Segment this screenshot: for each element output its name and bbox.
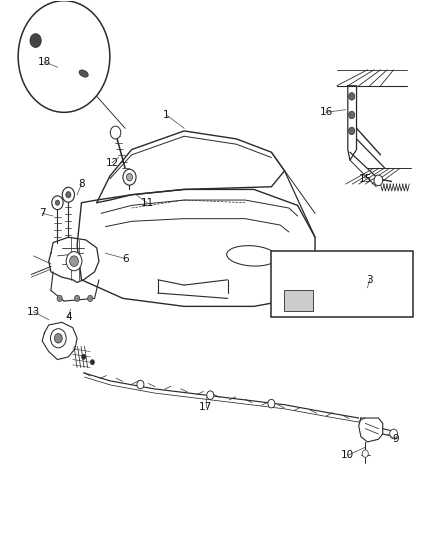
Text: 18: 18 [38, 57, 51, 67]
Circle shape [349, 93, 355, 100]
Circle shape [137, 380, 144, 389]
Circle shape [50, 329, 66, 348]
Text: 7: 7 [39, 208, 46, 219]
Text: 4: 4 [65, 312, 72, 322]
Circle shape [349, 127, 355, 135]
Circle shape [390, 429, 398, 439]
Text: 15: 15 [359, 174, 372, 184]
Ellipse shape [79, 70, 88, 77]
Circle shape [349, 111, 355, 119]
Circle shape [207, 391, 214, 399]
Circle shape [90, 360, 95, 365]
Text: 17: 17 [199, 402, 212, 413]
Circle shape [88, 295, 93, 302]
Circle shape [62, 187, 74, 202]
Circle shape [110, 126, 121, 139]
Circle shape [52, 196, 63, 209]
Circle shape [54, 334, 62, 343]
Circle shape [362, 450, 368, 457]
Circle shape [57, 295, 62, 302]
Text: 12: 12 [106, 158, 119, 168]
Circle shape [123, 169, 136, 185]
Text: 1: 1 [163, 110, 170, 120]
Text: 11: 11 [140, 198, 154, 208]
Circle shape [66, 252, 82, 271]
Text: 16: 16 [319, 107, 332, 117]
Text: 9: 9 [392, 434, 399, 445]
Circle shape [70, 256, 78, 266]
Bar [285, 290, 313, 311]
Circle shape [127, 173, 133, 181]
Circle shape [374, 175, 383, 185]
Text: 10: 10 [341, 450, 354, 460]
Circle shape [30, 34, 41, 47]
Text: 3: 3 [366, 275, 373, 285]
Circle shape [268, 399, 275, 408]
Bar [272, 251, 413, 317]
Circle shape [74, 295, 80, 302]
Circle shape [55, 200, 60, 205]
Circle shape [81, 354, 86, 360]
Text: 8: 8 [78, 179, 85, 189]
Circle shape [66, 191, 71, 198]
Text: 13: 13 [27, 306, 40, 317]
Circle shape [18, 1, 110, 112]
Text: 6: 6 [122, 254, 128, 263]
